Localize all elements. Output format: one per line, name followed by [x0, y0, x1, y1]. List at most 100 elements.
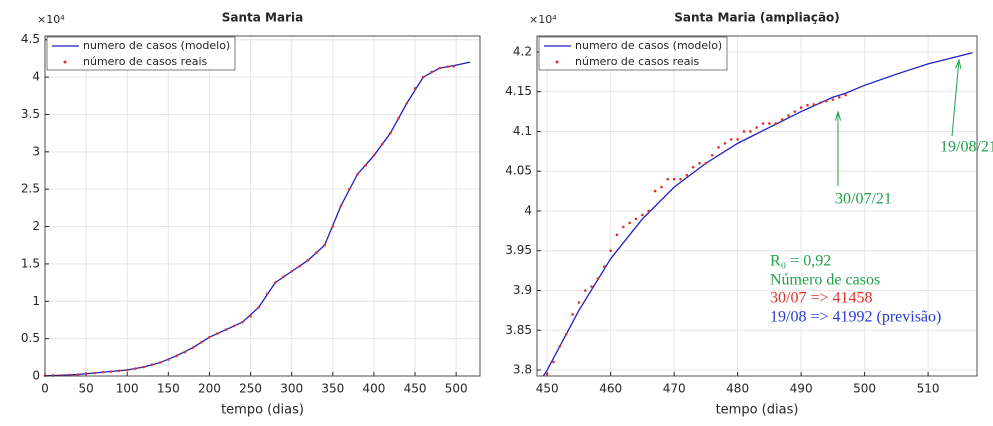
- chart-title: Santa Maria: [222, 11, 303, 25]
- x-axis-label: tempo (dias): [221, 403, 304, 418]
- data-point: [315, 251, 318, 255]
- model-line: [542, 52, 973, 376]
- data-point: [780, 118, 784, 121]
- data-point: [249, 314, 252, 318]
- data-point: [761, 122, 765, 125]
- data-point: [558, 344, 562, 348]
- data-point: [603, 265, 606, 268]
- data-point: [787, 114, 790, 117]
- data-point: [372, 154, 376, 157]
- y-tick-label: 3.85: [505, 323, 532, 337]
- data-point: [831, 98, 835, 101]
- data-point: [224, 328, 228, 331]
- x-tick-label: 300: [280, 382, 303, 396]
- legend-label: numero de casos (modelo): [575, 39, 722, 52]
- data-point: [323, 243, 326, 247]
- data-point: [609, 249, 612, 253]
- data-point: [837, 95, 841, 99]
- data-point: [347, 187, 351, 191]
- x-tick-label: 490: [790, 382, 813, 396]
- data-point: [545, 372, 549, 376]
- data-point: [142, 365, 145, 369]
- x-tick-label: 470: [663, 382, 686, 396]
- data-point: [749, 130, 752, 133]
- data-point: [704, 161, 708, 165]
- data-point: [755, 126, 758, 129]
- data-point: [653, 189, 657, 193]
- y-tick-label: 3: [32, 144, 40, 158]
- x-tick-label: 460: [599, 382, 622, 396]
- annotation-arrow: [951, 59, 960, 137]
- data-point: [438, 66, 442, 70]
- data-point: [117, 369, 121, 373]
- data-point: [818, 101, 822, 105]
- arrow-head: [955, 58, 962, 69]
- x-tick-label: 150: [157, 382, 180, 396]
- data-point: [729, 138, 733, 141]
- data-point: [421, 75, 425, 79]
- data-point: [380, 143, 384, 146]
- legend-label: numero de casos (modelo): [83, 39, 230, 52]
- data-point: [306, 258, 310, 262]
- data-point: [812, 103, 816, 106]
- y-tick-label: 1.5: [21, 256, 40, 270]
- y-tick-label: 2: [32, 219, 40, 233]
- data-point: [241, 320, 244, 324]
- data-point: [84, 372, 88, 376]
- annotation: 19/08/21: [940, 139, 993, 156]
- data-point: [590, 285, 593, 288]
- data-point: [101, 370, 104, 374]
- y-tick-label: 0: [32, 369, 40, 383]
- x-tick-label: 400: [362, 382, 385, 396]
- data-point: [634, 217, 638, 221]
- y-tick-label: 2.5: [21, 182, 40, 196]
- data-point: [723, 142, 727, 145]
- data-point: [183, 350, 187, 354]
- data-point: [660, 185, 663, 189]
- data-point: [647, 209, 651, 213]
- data-point: [799, 106, 803, 109]
- data-point: [93, 371, 96, 375]
- data-point: [191, 346, 195, 349]
- data-point: [806, 103, 809, 107]
- legend-box: [538, 36, 728, 71]
- x-tick-label: 450: [404, 382, 427, 396]
- x-axis-label: tempo (dias): [716, 403, 799, 418]
- data-point: [364, 163, 367, 167]
- data-point: [199, 341, 203, 344]
- x-tick-label: 200: [198, 382, 221, 396]
- annotation: Número de casos: [770, 272, 880, 289]
- y-tick-label: 1: [32, 294, 40, 308]
- data-point: [717, 146, 720, 149]
- data-point: [389, 131, 392, 135]
- data-point: [405, 101, 409, 105]
- x-tick-label: 250: [239, 382, 262, 396]
- data-point: [298, 264, 302, 268]
- x-tick-label: 500: [445, 382, 468, 396]
- x-tick-label: 450: [536, 382, 559, 396]
- data-point: [446, 65, 450, 68]
- data-point: [672, 177, 676, 181]
- data-point: [774, 122, 778, 125]
- data-point: [339, 204, 343, 207]
- x-tick-label: 350: [321, 382, 344, 396]
- data-point: [793, 110, 797, 113]
- data-point: [109, 370, 113, 373]
- data-point: [150, 363, 154, 367]
- data-point: [691, 165, 695, 169]
- data-point: [175, 354, 178, 358]
- data-point: [413, 87, 417, 90]
- y-tick-label: 4: [524, 203, 532, 217]
- data-point: [265, 292, 269, 296]
- data-point: [76, 373, 80, 376]
- exponent-label: ×10⁴: [37, 13, 65, 26]
- legend-box: [46, 36, 236, 71]
- legend-swatch: [555, 60, 559, 64]
- y-tick-label: 0.5: [21, 331, 40, 345]
- data-point: [452, 64, 455, 68]
- annotation: 19/08 => 41992 (previsão): [770, 309, 941, 326]
- data-point: [273, 281, 277, 284]
- x-tick-label: 480: [726, 382, 749, 396]
- annotation: 30/07/21: [835, 191, 892, 208]
